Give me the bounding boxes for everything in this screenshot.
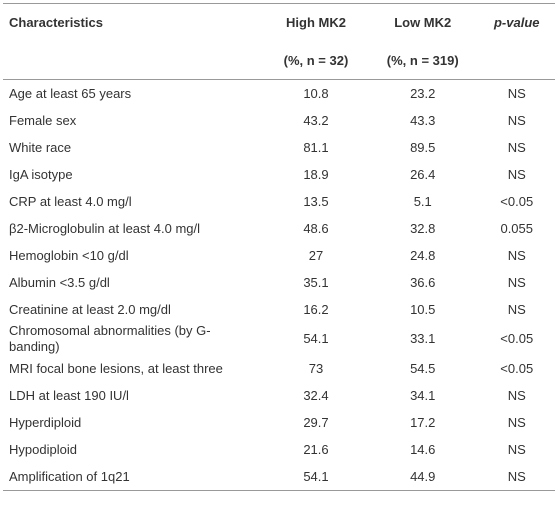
header-cell: p-value: [478, 3, 555, 42]
cell: 23.2: [410, 85, 436, 101]
cell: NS: [507, 414, 526, 430]
cell: NS: [478, 463, 555, 491]
cell: 32.4: [303, 387, 329, 403]
table-row: MRI focal bone lesions, at least three 73…: [3, 355, 555, 382]
cell: 29.7: [303, 414, 329, 430]
cell: 16.2: [303, 301, 329, 317]
cell: 5.1: [413, 193, 432, 209]
table-row: CRP at least 4.0 mg/l 13.5 5.1 <0.05: [3, 188, 555, 215]
cell: NS: [507, 274, 526, 290]
row-label: LDH at least 190 IU/l: [9, 387, 129, 403]
subheader-row: (%, n = 32) (%, n = 319): [3, 41, 555, 80]
header-cell: Characteristics: [3, 3, 265, 42]
cell: NS: [507, 166, 526, 182]
table-row: LDH at least 190 IU/l 32.4 34.1 NS: [3, 382, 555, 409]
cell: 43.2: [303, 112, 329, 128]
cell: 10.5: [410, 301, 436, 317]
cell: 43.3: [410, 112, 436, 128]
cell: NS: [507, 387, 526, 403]
cell: 13.5: [303, 193, 329, 209]
cell: 34.1: [410, 387, 436, 403]
table-row: White race 81.1 89.5 NS: [3, 134, 555, 161]
data-table: Characteristics High MK2 Low MK2 p-value…: [3, 3, 555, 491]
subheader-cell: (%, n = 32): [265, 41, 367, 80]
cell: 89.5: [410, 139, 436, 155]
table-head: Characteristics High MK2 Low MK2 p-value…: [3, 3, 555, 80]
row-label: Female sex: [9, 112, 77, 128]
row-label: Hypodiploid: [9, 441, 77, 457]
subheader-cell: (%, n = 319): [366, 41, 479, 80]
cell: NS: [507, 112, 526, 128]
row-label: CRP at least 4.0 mg/l: [9, 193, 132, 209]
table-row: Hemoglobin <10 g/dl 27 24.8 NS: [3, 242, 555, 269]
cell: NS: [507, 301, 526, 317]
table-row: Albumin <3.5 g/dl 35.1 36.6 NS: [3, 269, 555, 296]
row-label: Age at least 65 years: [9, 85, 132, 101]
row-label: Creatinine at least 2.0 mg/dl: [9, 301, 171, 317]
row-label: Hemoglobin <10 g/dl: [9, 247, 129, 263]
header-cell: [3, 41, 265, 80]
row-label: Albumin <3.5 g/dl: [9, 274, 110, 290]
row-label: IgA isotype: [9, 166, 73, 182]
cell: 81.1: [303, 139, 329, 155]
cell: 17.2: [410, 414, 436, 430]
row-label: MRI focal bone lesions, at least three: [9, 360, 223, 376]
header-cell: [478, 41, 555, 80]
cell: 21.6: [303, 441, 329, 457]
cell: 44.9: [366, 463, 479, 491]
cell: <0.05: [500, 193, 534, 209]
cell: 24.8: [410, 247, 436, 263]
table-row: Amplification of 1q21 54.1 44.9 NS: [3, 463, 555, 491]
row-label: Chromosomal abnormalities (by G-banding): [9, 323, 211, 354]
cell: 18.9: [303, 166, 329, 182]
cell: 26.4: [410, 166, 436, 182]
cell: NS: [507, 85, 526, 101]
cell: 27: [308, 247, 324, 263]
table-body: Age at least 65 years 10.8 23.2 NS Female se…: [3, 80, 555, 491]
table-row: Female sex 43.2 43.3 NS: [3, 107, 555, 134]
table-row: Age at least 65 years 10.8 23.2 NS: [3, 80, 555, 108]
cell: <0.05: [500, 331, 534, 346]
row-label: Hyperdiploid: [9, 414, 82, 430]
table-row: Hyperdiploid 29.7 17.2 NS: [3, 409, 555, 436]
cell: NS: [507, 247, 526, 263]
cell: 0.055: [500, 220, 534, 236]
row-label: White race: [9, 139, 72, 155]
header-row: Characteristics High MK2 Low MK2 p-value: [3, 3, 555, 42]
table-row: β2-Microglobulin at least 4.0 mg/l 48.6 32…: [3, 215, 555, 242]
cell: 35.1: [303, 274, 329, 290]
cell: <0.05: [500, 360, 534, 376]
cell: 54.1: [265, 463, 367, 491]
cell: 32.8: [410, 220, 436, 236]
row-label: β2-Microglobulin at least 4.0 mg/l: [9, 220, 201, 236]
cell: 54.5: [410, 360, 436, 376]
cell: 10.8: [303, 85, 329, 101]
header-cell: Low MK2: [366, 3, 479, 42]
table-row: Creatinine at least 2.0 mg/dl 16.2 10.5 NS: [3, 296, 555, 323]
cell: 54.1: [303, 331, 329, 346]
page: Characteristics High MK2 Low MK2 p-value…: [0, 3, 558, 524]
cell: 36.6: [410, 274, 436, 290]
table-row: Hypodiploid 21.6 14.6 NS: [3, 436, 555, 463]
cell: 33.1: [410, 331, 436, 346]
cell: 73: [308, 360, 324, 376]
cell: NS: [507, 139, 526, 155]
table-row: Chromosomal abnormalities (by G-banding)…: [3, 323, 555, 355]
cell: NS: [507, 441, 526, 457]
cell: 48.6: [303, 220, 329, 236]
cell: 14.6: [410, 441, 436, 457]
table-row: IgA isotype 18.9 26.4 NS: [3, 161, 555, 188]
header-cell: High MK2: [265, 3, 367, 42]
row-label: Amplification of 1q21: [3, 463, 265, 491]
